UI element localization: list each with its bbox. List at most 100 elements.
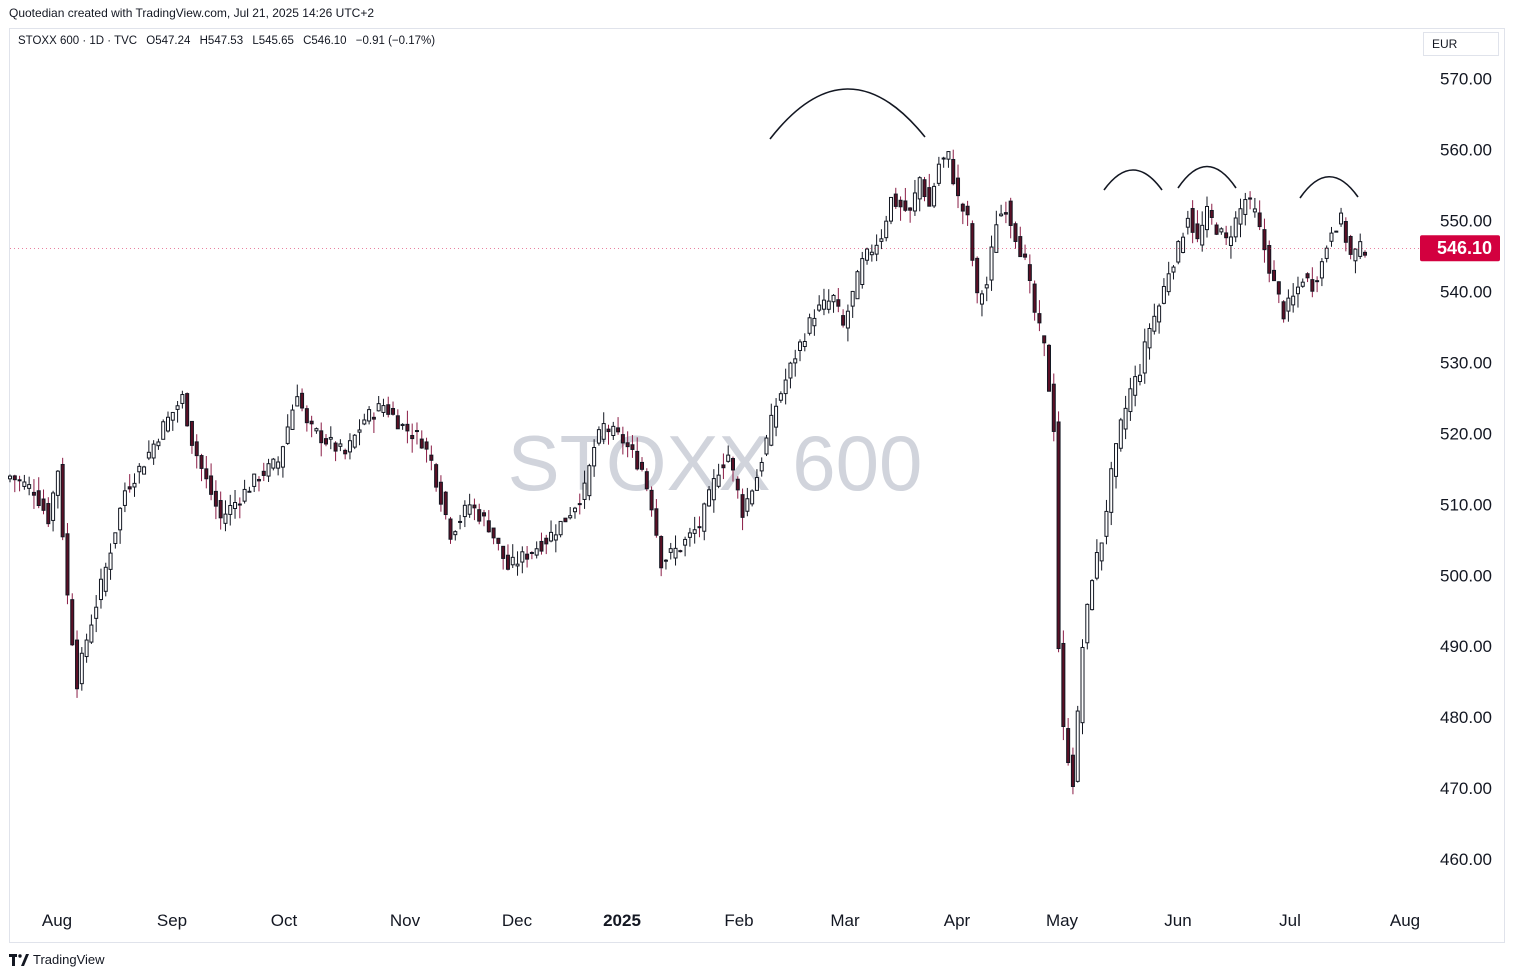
x-tick-label: Feb bbox=[724, 911, 753, 930]
candle-body bbox=[831, 294, 836, 303]
candle-body bbox=[333, 442, 338, 452]
candle-body bbox=[874, 244, 879, 255]
candle-body bbox=[1171, 266, 1176, 273]
candle-body bbox=[419, 438, 424, 449]
legend-symbol[interactable]: STOXX 600 · 1D · TVC bbox=[18, 35, 138, 47]
candle-body bbox=[1080, 646, 1085, 724]
candle-body bbox=[1228, 236, 1233, 246]
candle-body bbox=[75, 639, 80, 690]
candle-body bbox=[371, 416, 376, 420]
candle-body bbox=[319, 430, 324, 444]
candle-body bbox=[917, 177, 922, 200]
candle-body bbox=[434, 464, 439, 488]
candle-body bbox=[735, 478, 740, 491]
candle-body bbox=[764, 437, 769, 455]
candle-body bbox=[726, 454, 731, 462]
x-tick-label: Aug bbox=[42, 911, 72, 930]
candle-body bbox=[1209, 209, 1214, 218]
candle-body bbox=[1219, 228, 1224, 233]
candle-body bbox=[189, 420, 194, 446]
candle-body bbox=[970, 223, 975, 261]
last-price-tag: 546.10 bbox=[10, 235, 1500, 262]
candle-body bbox=[802, 340, 807, 347]
candle-body bbox=[65, 533, 70, 596]
candle-body bbox=[194, 441, 199, 457]
candle-body bbox=[247, 490, 252, 493]
candle-body bbox=[750, 490, 755, 505]
candle-body bbox=[817, 304, 822, 311]
candle-body bbox=[649, 489, 654, 511]
candle-body bbox=[1276, 281, 1281, 295]
candle-body bbox=[151, 443, 156, 459]
candle-body bbox=[888, 196, 893, 222]
candle-body bbox=[266, 463, 271, 477]
candle-body bbox=[376, 403, 381, 412]
candle-body bbox=[127, 486, 132, 490]
candle-body bbox=[855, 271, 860, 300]
candle-body bbox=[261, 470, 266, 476]
candle-body bbox=[635, 450, 640, 470]
candle-body bbox=[84, 639, 89, 658]
candle-body bbox=[1061, 642, 1066, 727]
candle-body bbox=[798, 341, 803, 351]
candle-body bbox=[951, 158, 956, 185]
candle-body bbox=[1157, 305, 1162, 323]
candle-body bbox=[1152, 315, 1157, 332]
candle-body bbox=[213, 490, 218, 507]
x-tick-label: Jul bbox=[1279, 911, 1301, 930]
candle-body bbox=[79, 652, 84, 685]
candle-body bbox=[237, 503, 242, 506]
candle-body bbox=[501, 545, 506, 559]
currency-selector[interactable]: EUR bbox=[1423, 32, 1499, 56]
candle-body bbox=[122, 490, 127, 506]
candle-body bbox=[146, 451, 151, 459]
pattern-arc bbox=[1103, 169, 1163, 191]
last-price-label: 546.10 bbox=[1437, 238, 1492, 258]
candle-body bbox=[271, 458, 276, 469]
candle-body bbox=[199, 455, 204, 469]
candle-body bbox=[1070, 754, 1075, 787]
candle-body bbox=[549, 531, 554, 542]
candle-body bbox=[118, 507, 123, 531]
candle-body bbox=[644, 471, 649, 490]
last-price-badge bbox=[1420, 235, 1500, 262]
candle-body bbox=[1056, 421, 1061, 650]
candle-body bbox=[1200, 224, 1205, 246]
candle-body bbox=[553, 534, 558, 541]
candle-body bbox=[46, 503, 51, 525]
candle-body bbox=[812, 317, 817, 327]
candle-body bbox=[1310, 279, 1315, 292]
candle-body bbox=[453, 531, 458, 536]
candle-body bbox=[1319, 261, 1324, 279]
x-tick-label: May bbox=[1046, 911, 1079, 930]
candle-body bbox=[587, 465, 592, 497]
candle-body bbox=[932, 185, 937, 207]
candle-body bbox=[1109, 468, 1114, 513]
tradingview-footer[interactable]: TradingView bbox=[9, 952, 105, 967]
candle-body bbox=[1334, 230, 1339, 233]
candle-body bbox=[22, 481, 27, 487]
candle-body bbox=[960, 203, 965, 212]
candle-body bbox=[1085, 603, 1090, 644]
candle-body bbox=[903, 200, 908, 211]
candle-body bbox=[242, 488, 247, 502]
candle-body bbox=[228, 504, 233, 515]
candle-body bbox=[209, 475, 214, 495]
candle-body bbox=[1018, 236, 1023, 258]
pattern-arc bbox=[1177, 165, 1237, 189]
candle-body bbox=[1003, 212, 1008, 215]
candle-body bbox=[860, 258, 865, 286]
candle-body bbox=[898, 199, 903, 208]
candle-body bbox=[1166, 273, 1171, 293]
y-tick-label: 490.00 bbox=[1440, 637, 1492, 656]
time-axis: Aug Sep Oct Nov Dec 2025 Feb Mar Apr May Jun Jul Aug bbox=[42, 911, 1420, 930]
candle-body bbox=[956, 177, 961, 197]
candle-body bbox=[381, 405, 386, 413]
y-tick-label: 570.00 bbox=[1440, 70, 1492, 89]
candle-body bbox=[994, 224, 999, 253]
candle-body bbox=[1008, 200, 1013, 226]
x-tick-label: Sep bbox=[157, 911, 187, 930]
candle-body bbox=[1257, 212, 1262, 228]
candle-body bbox=[539, 540, 544, 552]
